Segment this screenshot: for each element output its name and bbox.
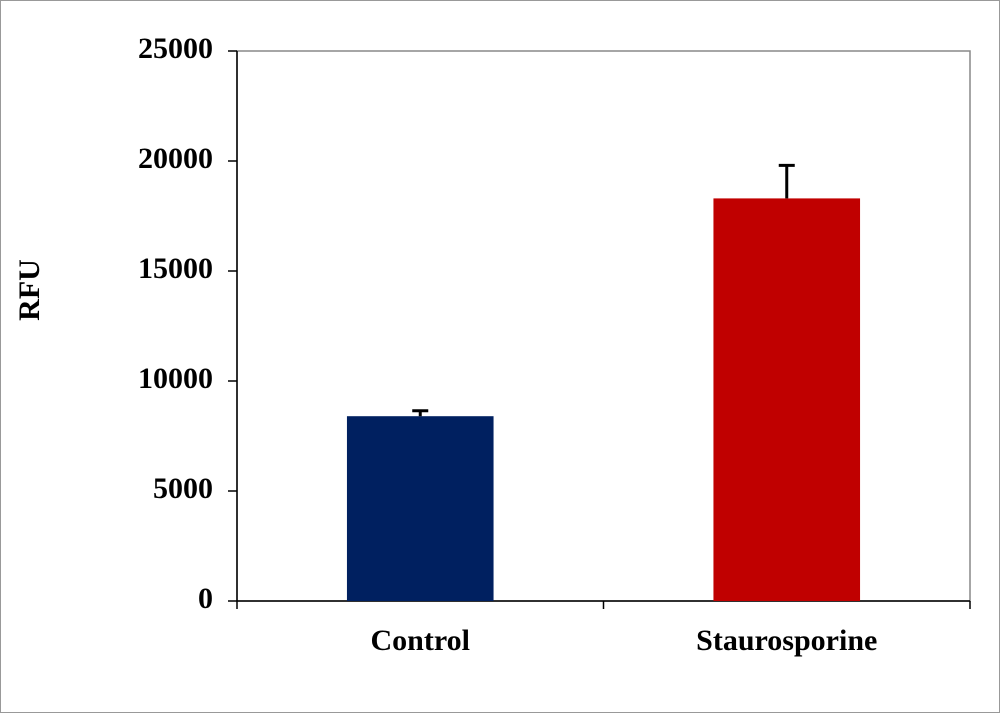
y-tick-label: 25000 xyxy=(138,32,213,65)
x-tick-label: Control xyxy=(371,624,470,657)
error-bar xyxy=(778,163,795,199)
error-bar xyxy=(412,409,429,417)
y-tick-label: 15000 xyxy=(138,252,213,285)
y-tick-label: 0 xyxy=(198,582,213,615)
y-tick-label: 5000 xyxy=(153,472,213,505)
y-tick-label: 10000 xyxy=(138,362,213,395)
bar xyxy=(713,198,861,601)
bar xyxy=(346,416,494,601)
y-axis-label: RFU xyxy=(13,259,46,321)
y-tick-label: 20000 xyxy=(138,142,213,175)
x-tick-label: Staurosporine xyxy=(696,624,877,657)
